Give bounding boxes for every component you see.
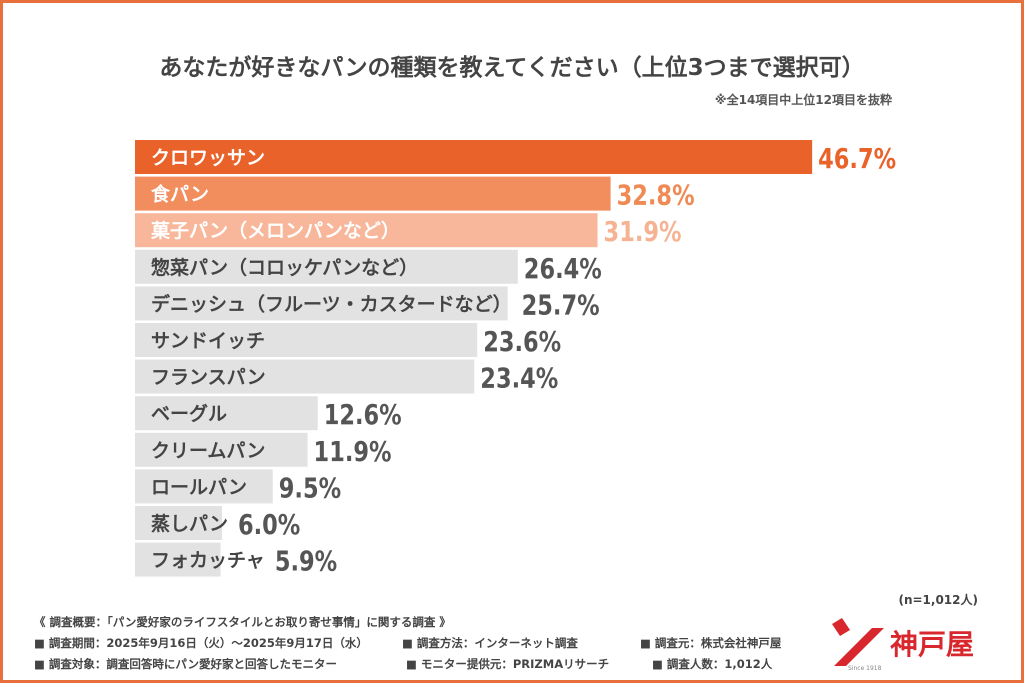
bar [135, 286, 508, 321]
footer-source: ■ 調査元：株式会社神戸屋 [640, 636, 782, 650]
bar [135, 213, 598, 248]
footer-method: ■ 調査方法：インターネット調査 [402, 636, 578, 650]
footer-period: ■ 調査期間：2025年9月16日（火）～2025年9月17日（水） [34, 636, 368, 650]
value-label: 23.6% [483, 325, 561, 358]
category-label: ロールパン [151, 476, 247, 498]
sample-size: (n=1,012人) [898, 593, 978, 607]
footer-target: ■ 調査対象：調査回答時にパン愛好家と回答したモニター [34, 657, 337, 671]
footer-count: ■ 調査人数：1,012人 [652, 657, 773, 671]
category-label: 蒸しパン [151, 512, 228, 535]
bar [135, 359, 475, 394]
value-label: 6.0% [238, 508, 300, 541]
bar [135, 176, 611, 211]
logo-since: Since 1918 [848, 665, 882, 672]
category-label: 菓子パン（メロンパンなど） [150, 219, 400, 242]
category-label: デニッシュ（フルーツ・カスタードなど） [151, 292, 512, 315]
chart-title: あなたが好きなパンの種類を教えてください（上位3つまで選択可） [159, 55, 865, 81]
footer-provider: ■ モニター提供元：PRIZMAリサーチ [406, 657, 610, 671]
category-label: クリームパン [151, 440, 265, 462]
category-label: クロワッサン [151, 147, 265, 169]
value-label: 26.4% [524, 252, 602, 285]
bar [135, 396, 318, 431]
logo-name: 神戸屋 [890, 628, 974, 661]
category-label: フォカッチャ [151, 550, 265, 572]
bar [135, 506, 222, 540]
bar [135, 542, 221, 577]
footer-summary: 《 調査概要：「パン愛好家のライフスタイルとお取り寄せ事情」に関する調査 》 [34, 615, 451, 629]
kobeya-logo: Since 1918 神戸屋 [828, 616, 998, 672]
category-label: 食パン [151, 183, 209, 206]
bar [135, 323, 478, 357]
bar [135, 432, 308, 467]
value-label: 46.7% [818, 142, 896, 175]
value-label: 12.6% [324, 398, 402, 431]
value-label: 25.7% [522, 288, 600, 321]
category-label: サンドイッチ [151, 330, 265, 352]
value-label: 23.4% [480, 362, 558, 395]
value-label: 11.9% [314, 435, 392, 468]
value-label: 5.9% [275, 545, 337, 578]
value-label: 32.8% [617, 179, 695, 212]
category-label: フランスパン [151, 367, 266, 389]
value-label: 31.9% [604, 215, 682, 248]
value-label: 9.5% [279, 471, 341, 504]
bar [135, 249, 518, 284]
category-label: ベーグル [151, 402, 227, 425]
bar [135, 140, 813, 174]
chart-note: ※全14項目中上位12項目を抜粋 [714, 93, 892, 107]
category-label: 惣菜パン（コロッケパンなど） [151, 256, 418, 279]
bar [135, 469, 273, 504]
